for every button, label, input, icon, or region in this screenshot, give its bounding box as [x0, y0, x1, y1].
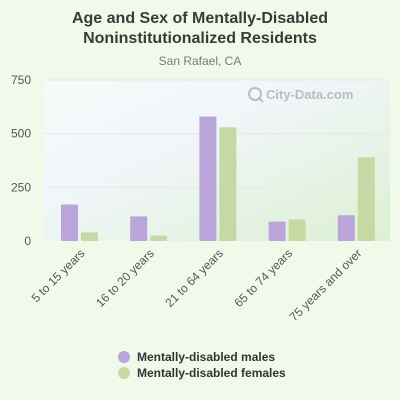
- x-tick-label: 5 to 15 years: [29, 246, 88, 305]
- legend-swatch-males: [118, 351, 130, 363]
- bar-females: [81, 232, 98, 241]
- legend-label-females: Mentally-disabled females: [137, 366, 286, 380]
- x-axis: 5 to 15 years 16 to 20 years 21 to 64 year…: [29, 246, 365, 324]
- legend-item-females: Mentally-disabled females: [118, 366, 286, 380]
- y-axis: 0 250 500 750: [11, 73, 31, 248]
- legend-label-males: Mentally-disabled males: [137, 350, 276, 364]
- bar-females: [150, 235, 168, 241]
- y-tick-label: 500: [11, 127, 31, 141]
- bar-males: [61, 204, 78, 241]
- watermark-magnifier-handle: [258, 97, 264, 103]
- watermark-text: City-Data.com: [266, 87, 353, 102]
- bar-females: [357, 157, 375, 241]
- x-tick-label: 16 to 20 years: [93, 246, 157, 310]
- chart-title-line-1: Age and Sex of Mentally-Disabled: [71, 10, 329, 27]
- chart-subtitle: San Rafael, CA: [158, 54, 242, 68]
- plot-area: [44, 80, 390, 241]
- x-tick-label: 75 years and over: [287, 246, 365, 324]
- watermark-magnifier-icon: [248, 87, 262, 101]
- chart-title-line-2: Noninstitutionalized Residents: [83, 30, 317, 47]
- gridlines: [44, 79, 390, 188]
- bar-males: [199, 116, 217, 241]
- bar-females: [219, 127, 237, 241]
- y-tick-label: 250: [11, 180, 31, 194]
- bars: [61, 116, 375, 241]
- y-tick-label: 750: [11, 73, 31, 87]
- bar-males: [337, 215, 355, 241]
- x-tick-label: 65 to 74 years: [232, 246, 296, 310]
- legend-item-males: Mentally-disabled males: [118, 350, 275, 364]
- watermark: City-Data.com: [248, 87, 353, 103]
- x-tick-label: 21 to 64 years: [162, 246, 226, 310]
- bar-males: [130, 216, 148, 241]
- bar-males: [268, 221, 286, 241]
- legend-swatch-females: [118, 367, 130, 379]
- bar-females: [288, 219, 306, 241]
- y-tick-label: 0: [24, 234, 31, 248]
